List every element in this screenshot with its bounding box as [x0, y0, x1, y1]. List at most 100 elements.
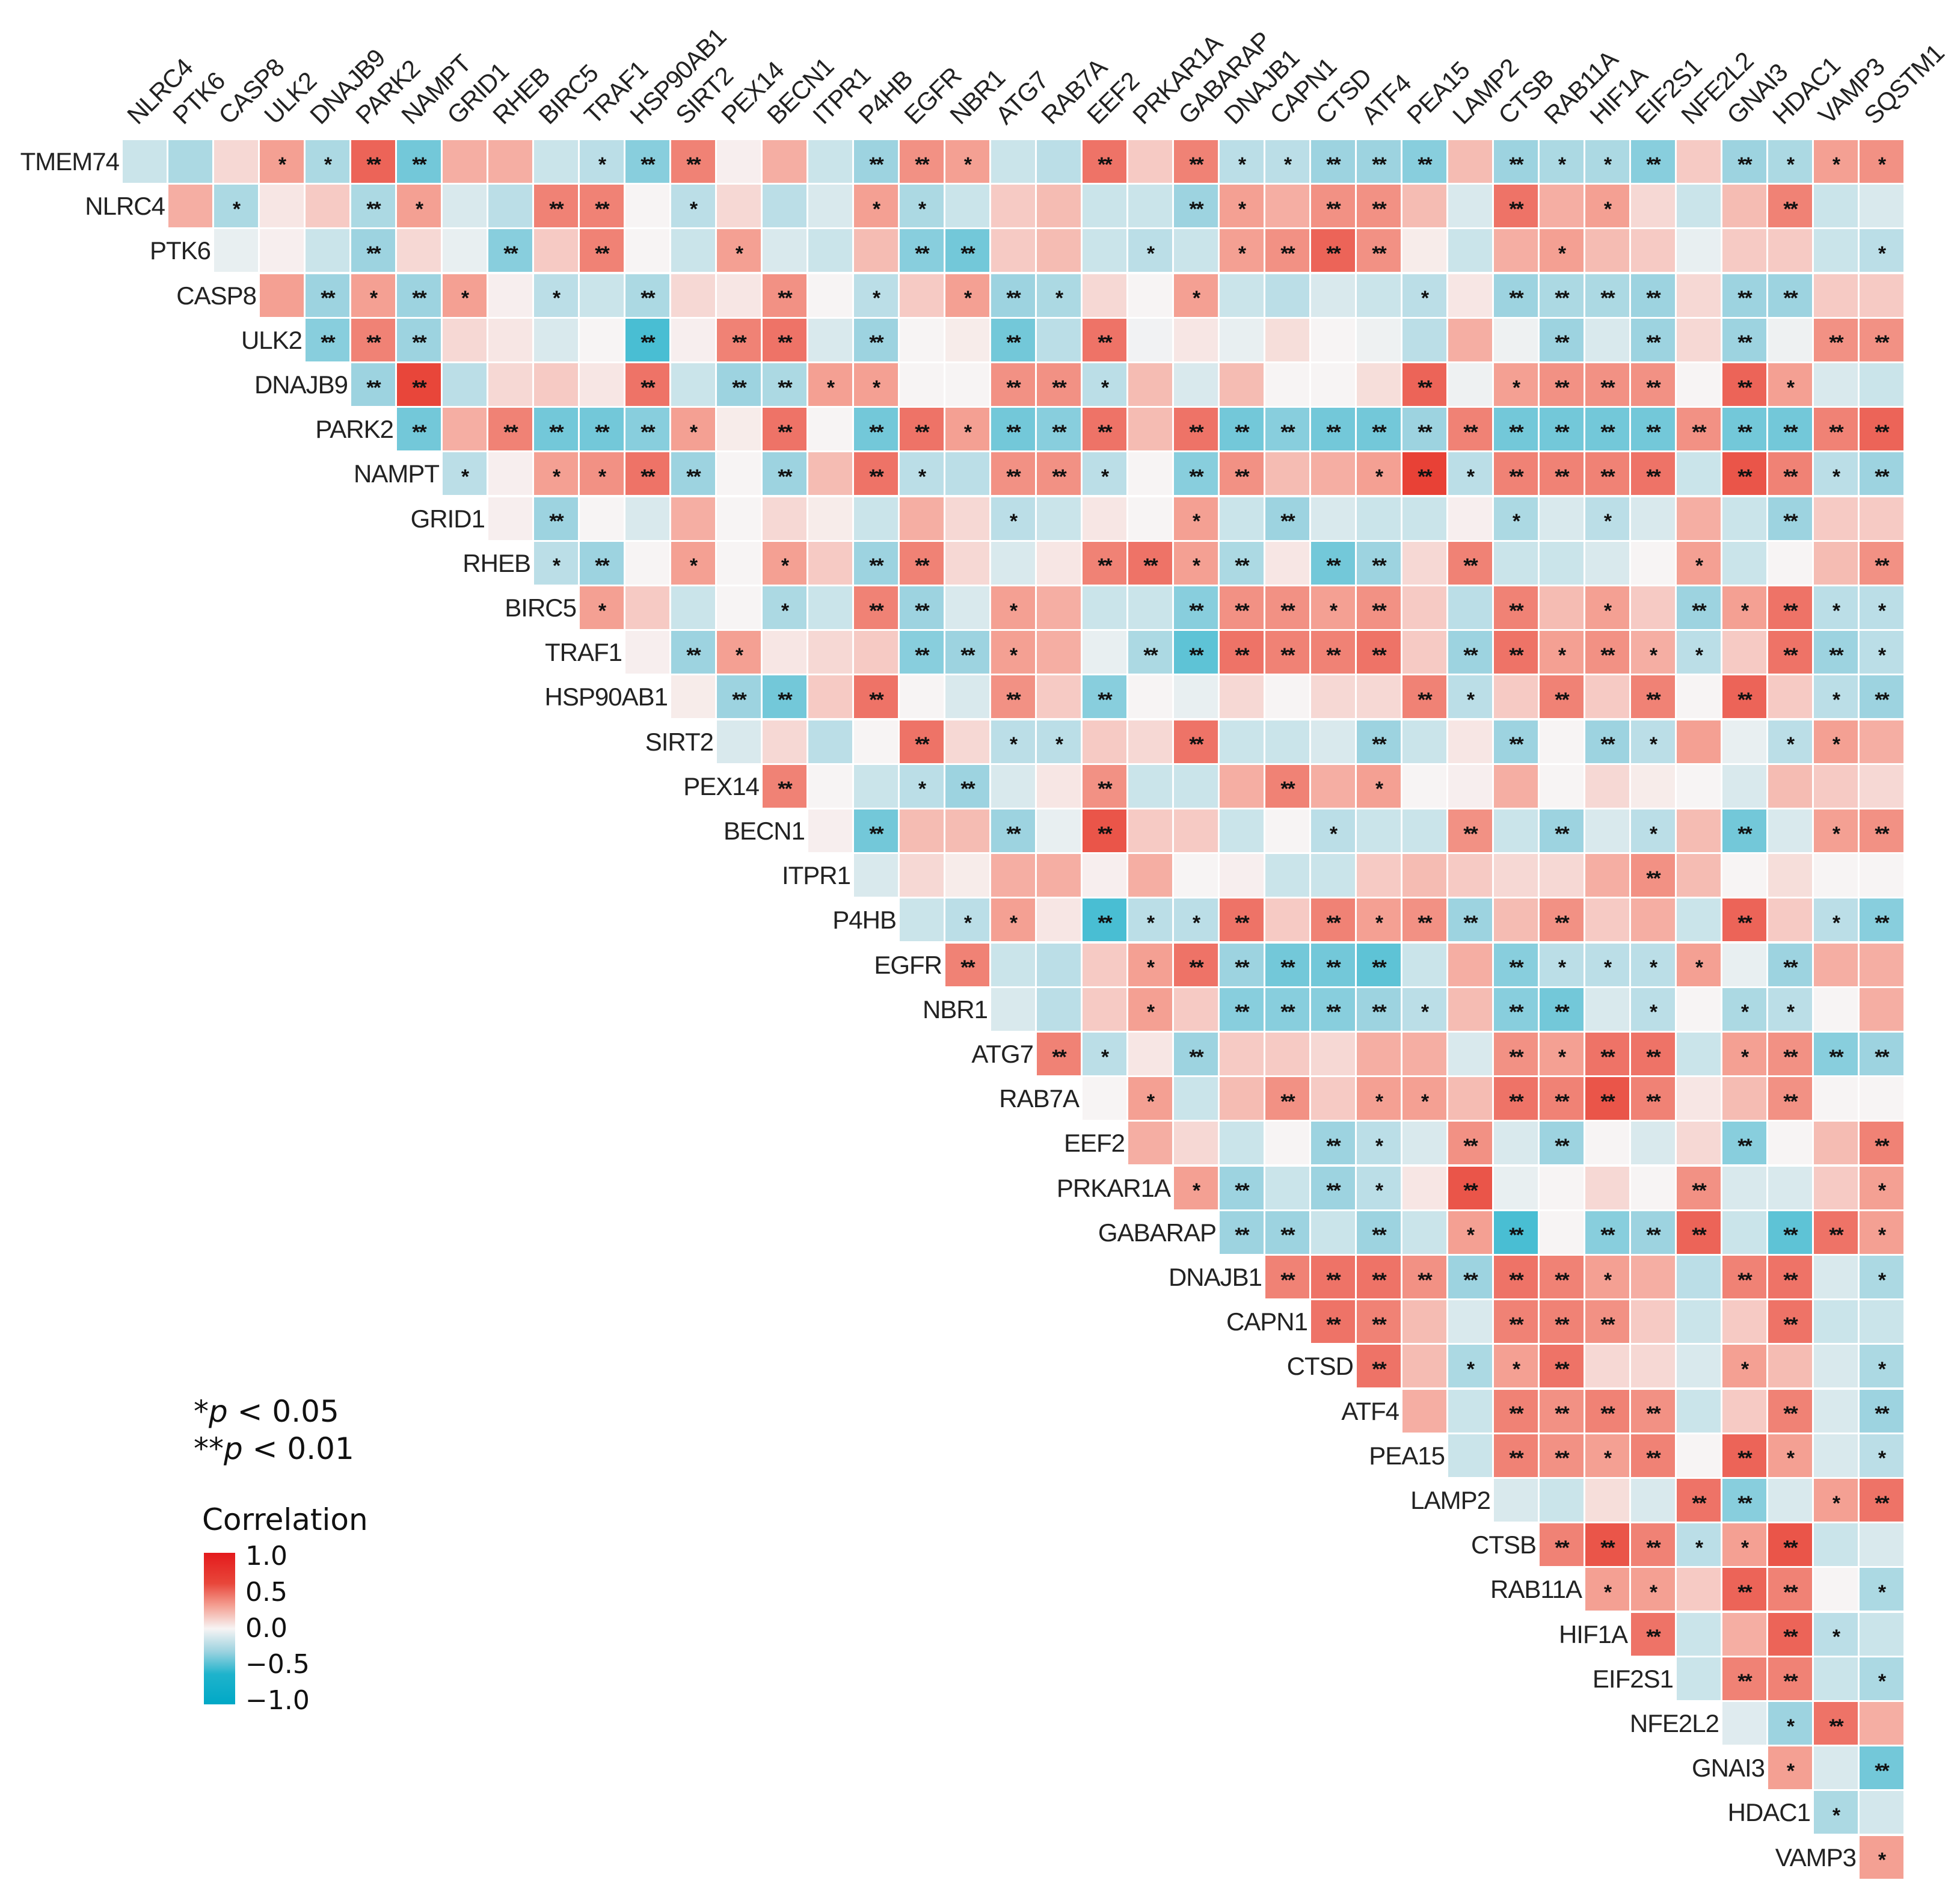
significance-mark: **	[960, 956, 975, 980]
heatmap-cell	[1083, 943, 1126, 986]
significance-mark: **	[1555, 1001, 1570, 1024]
heatmap-cell: **	[1357, 1256, 1401, 1298]
heatmap-cell: **	[1768, 1657, 1812, 1700]
heatmap-cell	[488, 363, 532, 406]
heatmap-cell	[1860, 274, 1903, 317]
heatmap-cell: *	[1814, 1612, 1858, 1656]
heatmap-cell: **	[1220, 1166, 1264, 1209]
significance-mark: **	[1875, 688, 1890, 711]
heatmap-cell: **	[1631, 1612, 1675, 1656]
significance-mark: *	[918, 778, 926, 801]
heatmap-cell	[580, 363, 624, 406]
heatmap-cell	[945, 854, 989, 897]
significance-mark: **	[595, 197, 610, 221]
significance-mark: **	[869, 331, 884, 355]
heatmap-cell: *	[1448, 452, 1492, 496]
heatmap-cell: **	[1494, 1389, 1538, 1433]
heatmap-cell	[1037, 943, 1081, 986]
heatmap-cell	[671, 363, 715, 406]
heatmap-cell: **	[854, 541, 898, 585]
heatmap-cell	[1722, 1389, 1766, 1433]
heatmap-cell	[808, 675, 852, 719]
heatmap-cell: *	[1722, 987, 1766, 1031]
significance-mark: **	[1829, 1224, 1844, 1247]
significance-mark: **	[549, 420, 564, 444]
heatmap-cell: **	[1083, 541, 1126, 585]
heatmap-cell	[1220, 720, 1264, 763]
significance-mark: **	[1235, 599, 1250, 622]
heatmap-cell: *	[1860, 1166, 1903, 1209]
heatmap-cell: *	[945, 408, 989, 451]
heatmap-cell: *	[1037, 720, 1081, 763]
heatmap-cell: **	[1860, 1122, 1903, 1165]
heatmap-cell: *	[1540, 1033, 1584, 1075]
heatmap-cell	[763, 497, 806, 540]
significance-mark: **	[1463, 554, 1478, 578]
heatmap-cell: **	[1357, 408, 1401, 451]
heatmap-cell	[717, 185, 761, 228]
heatmap-cell	[1814, 943, 1858, 986]
heatmap-cell: *	[1083, 363, 1126, 406]
heatmap-cell: **	[1631, 318, 1675, 361]
significance-mark: **	[1555, 1536, 1570, 1559]
significance-mark: **	[1555, 331, 1570, 355]
significance-mark: **	[778, 420, 793, 444]
heatmap-cell	[306, 185, 349, 228]
heatmap-cell: **	[351, 229, 395, 272]
heatmap-cell	[1311, 452, 1355, 496]
colorbar	[204, 1553, 235, 1704]
significance-mark: **	[1326, 1179, 1341, 1203]
heatmap-cell	[1402, 720, 1446, 763]
significance-mark: **	[1646, 465, 1661, 488]
significance-mark: **	[1875, 331, 1890, 355]
heatmap-cell: **	[1860, 1033, 1903, 1075]
heatmap-cell: **	[1220, 586, 1264, 629]
heatmap-cell: **	[1860, 452, 1903, 496]
heatmap-cell	[1631, 229, 1675, 272]
heatmap-cell: **	[1448, 541, 1492, 585]
heatmap-cell	[945, 363, 989, 406]
significance-mark: **	[1509, 1313, 1524, 1336]
colorbar-tick: −0.5	[245, 1649, 310, 1680]
significance-mark: **	[915, 733, 930, 757]
heatmap-cell: **	[1631, 1523, 1675, 1567]
heatmap-cell: *	[717, 631, 761, 674]
heatmap-cell	[1631, 764, 1675, 808]
heatmap-cell	[1311, 274, 1355, 317]
heatmap-cell: **	[1631, 675, 1675, 719]
heatmap-cell: **	[1037, 408, 1081, 451]
significance-mark: **	[1509, 1090, 1524, 1113]
heatmap-cell	[1722, 1702, 1766, 1745]
heatmap-cell: **	[1311, 1166, 1355, 1209]
heatmap-cell	[1860, 720, 1903, 763]
significance-mark: **	[641, 420, 656, 444]
heatmap-cell: *	[580, 140, 624, 183]
heatmap-cell: **	[854, 318, 898, 361]
heatmap-cell: **	[1220, 987, 1264, 1031]
significance-mark: **	[1509, 1447, 1524, 1470]
heatmap-cell	[1677, 898, 1721, 942]
significance-mark: **	[1280, 1224, 1295, 1247]
significance-mark: **	[686, 153, 701, 176]
heatmap-cell	[1220, 1077, 1264, 1120]
heatmap-cell	[717, 586, 761, 629]
heatmap-cell: *	[1585, 497, 1629, 540]
heatmap-cell: *	[1631, 1568, 1675, 1611]
significance-mark: **	[1372, 153, 1387, 176]
heatmap-cell	[1494, 764, 1538, 808]
significance-mark: **	[1326, 956, 1341, 980]
significance-mark: *	[598, 465, 606, 488]
heatmap-cell: **	[1677, 1211, 1721, 1254]
heatmap-cell: *	[1677, 1523, 1721, 1567]
significance-mark: **	[1737, 1670, 1753, 1694]
heatmap-cell: *	[1174, 898, 1218, 942]
significance-stars: **	[194, 1431, 224, 1466]
heatmap-cell	[1174, 809, 1218, 852]
heatmap-cell	[1083, 631, 1126, 674]
heatmap-cell	[1265, 898, 1309, 942]
heatmap-cell: *	[1357, 1077, 1401, 1120]
significance-mark: **	[1463, 1268, 1478, 1292]
significance-mark: **	[1783, 1536, 1798, 1559]
heatmap-cell: *	[1585, 943, 1629, 986]
heatmap-cell: *	[534, 274, 578, 317]
